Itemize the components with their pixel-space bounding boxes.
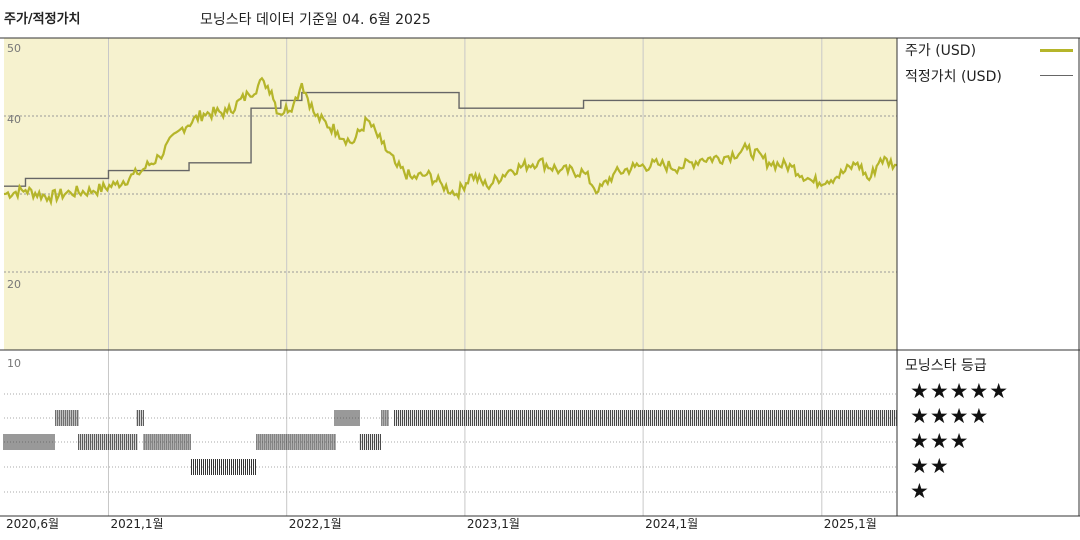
rating-span-4 xyxy=(143,434,191,450)
legend-fair-value-label: 적정가치 (USD) xyxy=(905,69,1002,85)
x-tick-label-5: 2025,1월 xyxy=(824,517,877,531)
rating-span-1 xyxy=(55,410,79,426)
chart-title: 주가/적정가치 xyxy=(4,12,81,27)
rating-span-2 xyxy=(78,434,138,450)
rating-span-6 xyxy=(256,434,336,450)
legend-price-swatch xyxy=(1040,49,1073,52)
rating-4-stars: ★★★★ xyxy=(910,404,990,428)
y-tick-label-50: 50 xyxy=(7,42,21,55)
rating-span-7 xyxy=(334,410,360,426)
rating-span-3 xyxy=(136,410,144,426)
legend-fair-value-swatch xyxy=(1040,75,1073,76)
x-tick-label-4: 2024,1월 xyxy=(645,517,698,531)
rating-span-9 xyxy=(381,410,389,426)
rating-history-bars xyxy=(3,410,898,475)
x-tick-label-2: 2022,1월 xyxy=(289,517,342,531)
chart-frame xyxy=(0,37,1080,517)
x-tick-label-3: 2023,1월 xyxy=(467,517,520,531)
rating-panel-title: 모닝스타 등급 xyxy=(905,358,987,374)
rating-span-0 xyxy=(3,434,55,450)
rating-1-star: ★ xyxy=(910,479,930,503)
x-tick-label-1: 2021,1월 xyxy=(110,517,163,531)
price-line xyxy=(3,76,898,207)
rating-span-10 xyxy=(394,410,898,426)
rating-span-5 xyxy=(191,459,256,475)
y-tick-label-20: 20 xyxy=(7,278,21,291)
rating-span-8 xyxy=(359,434,381,450)
legend-fair-value: 적정가치 (USD) xyxy=(905,66,1002,86)
rating-5-stars: ★★★★★ xyxy=(910,379,1010,403)
y-tick-label-10: 10 xyxy=(7,357,21,370)
data-date-subtitle: 모닝스타 데이터 기준일 04. 6월 2025 xyxy=(200,12,431,28)
fair-value-line xyxy=(4,91,897,187)
y-tick-label-40: 40 xyxy=(7,113,21,126)
rating-2-stars: ★★ xyxy=(910,454,950,478)
rating-3-stars: ★★★ xyxy=(910,429,970,453)
legend-price: 주가 (USD) xyxy=(905,40,976,60)
y-axis-ticks: 10 20 40 50 xyxy=(7,42,21,370)
legend-price-label: 주가 (USD) xyxy=(905,43,977,59)
x-tick-label-0: 2020,6월 xyxy=(6,517,59,531)
x-axis-ticks: 2020,6월 2021,1월 2022,1월 2023,1월 2024,1월 2025,… xyxy=(6,517,877,531)
